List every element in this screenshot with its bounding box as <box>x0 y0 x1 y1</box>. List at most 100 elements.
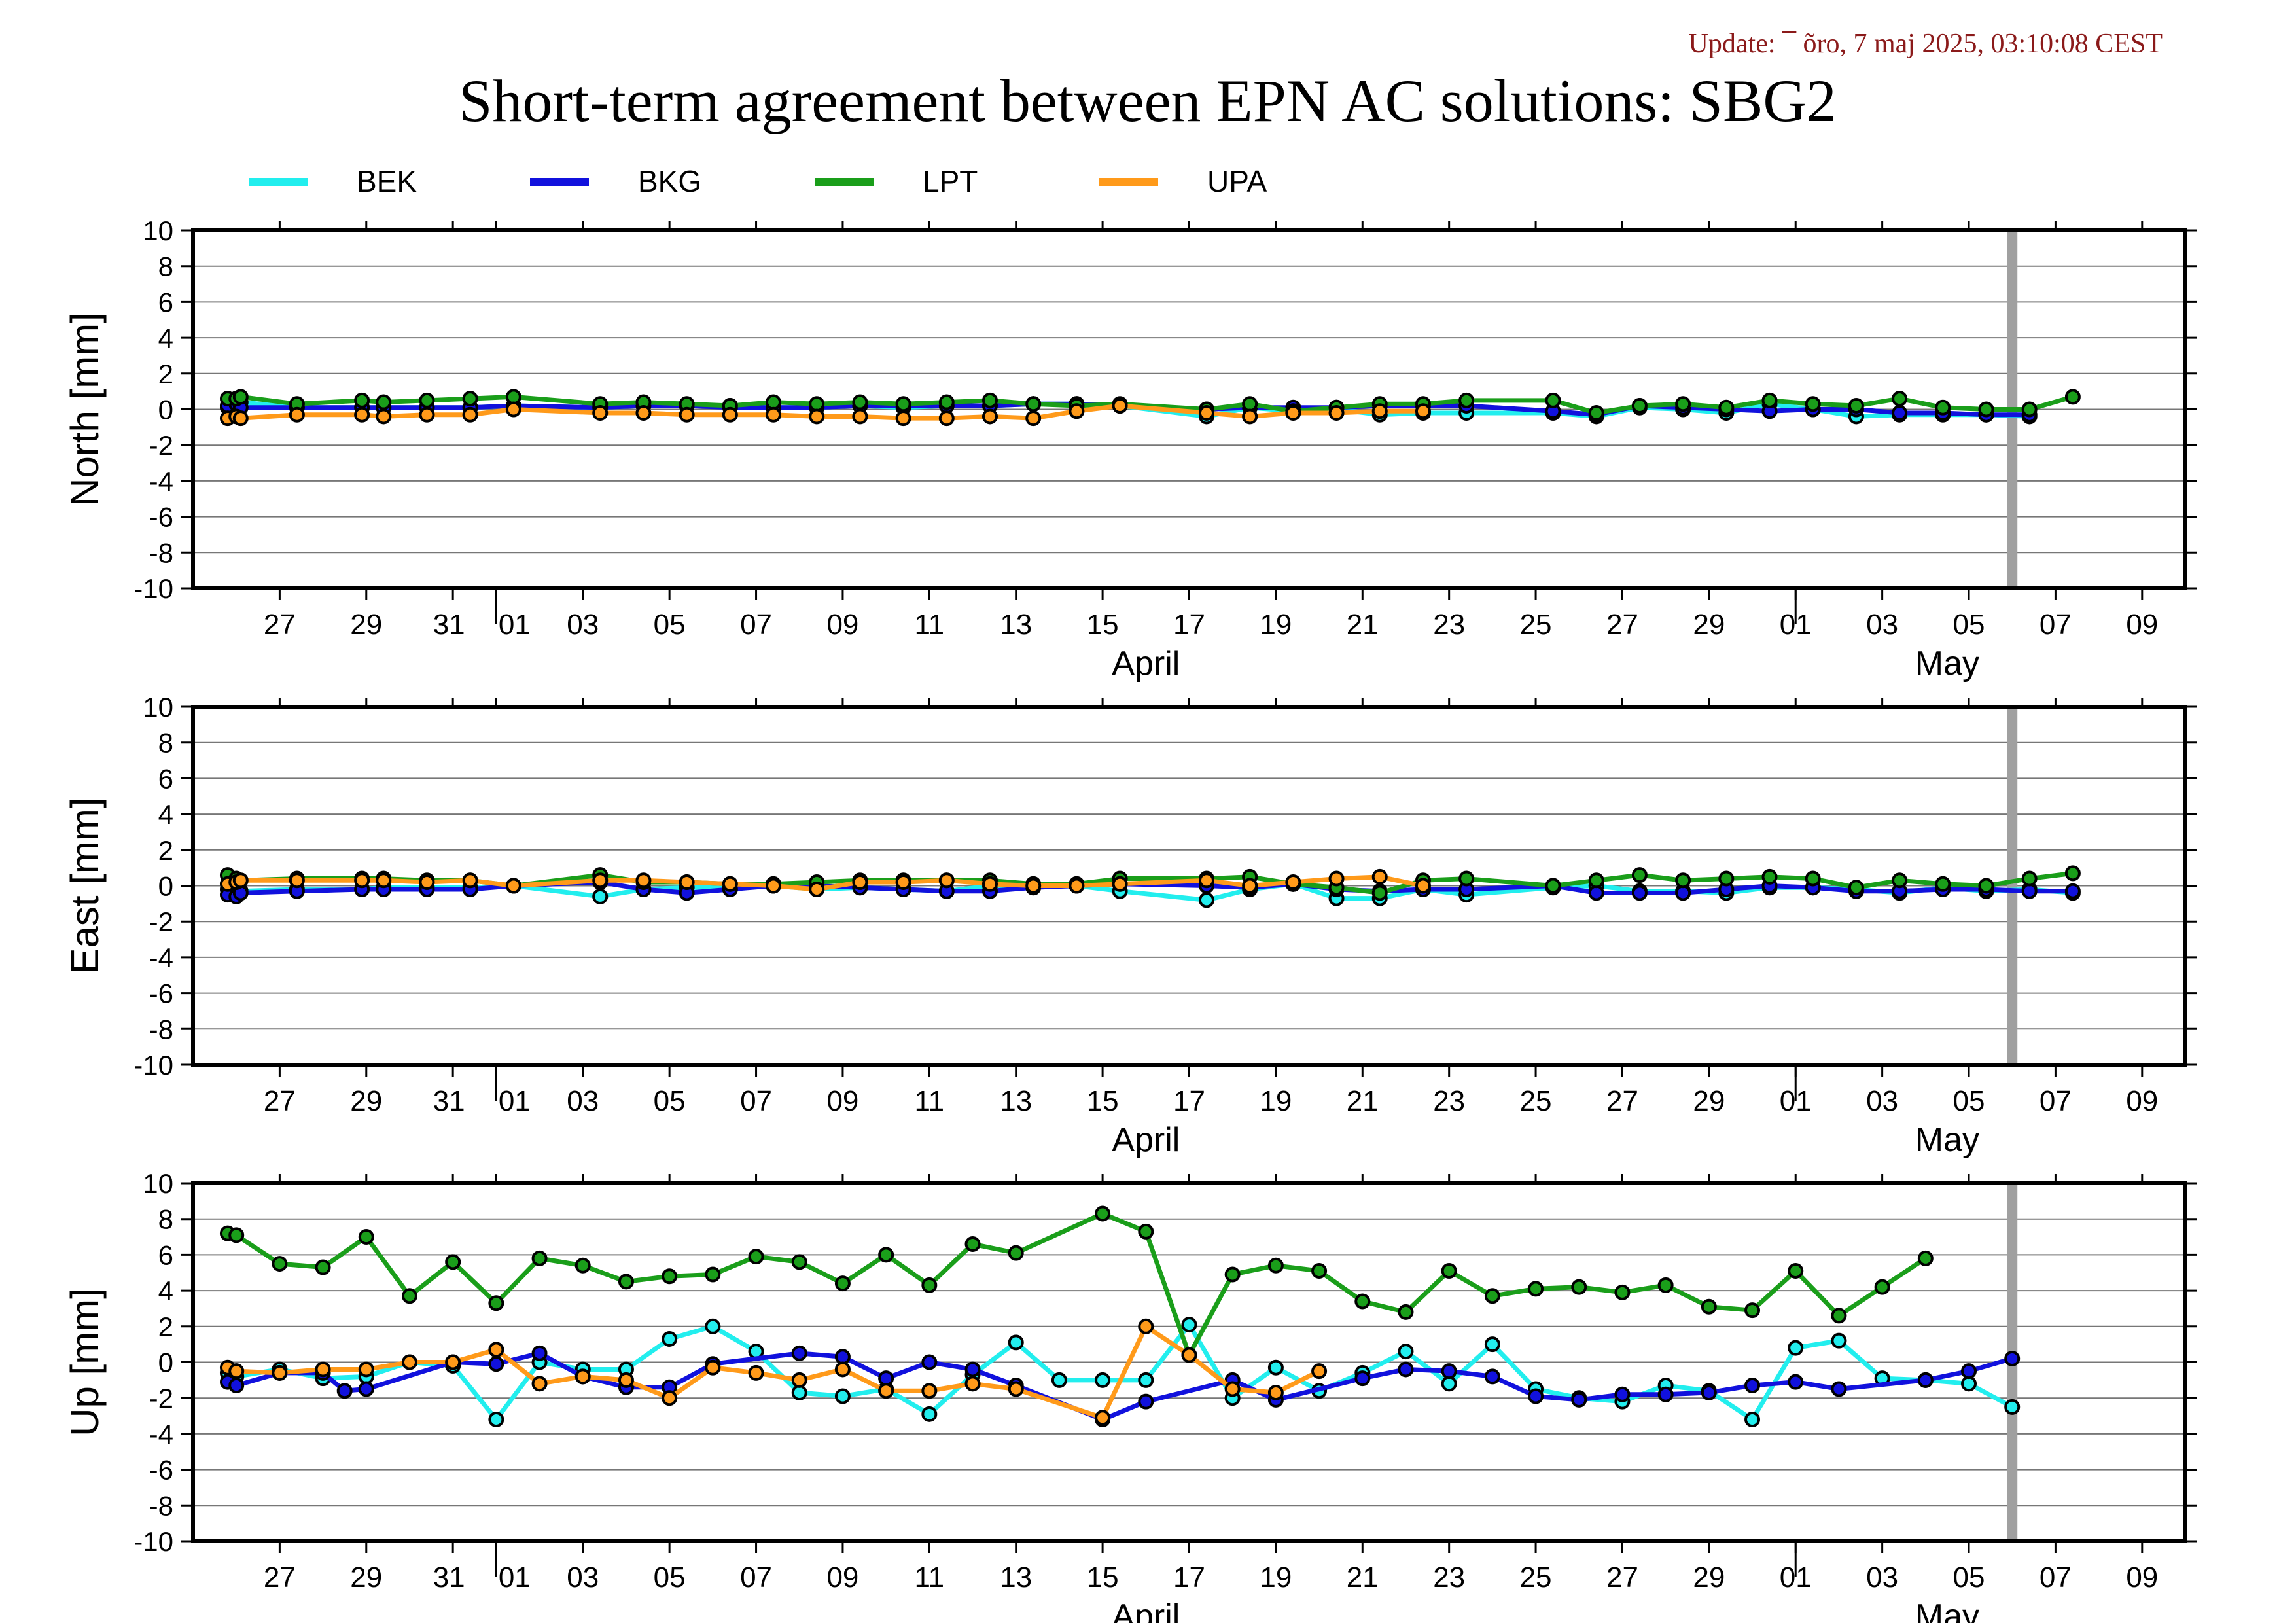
data-point <box>1441 1376 1457 1392</box>
data-point <box>1545 392 1561 408</box>
x-tick-label: 25 <box>1520 609 1552 641</box>
x-tick-label: 29 <box>350 1561 382 1594</box>
data-point <box>1701 1298 1717 1315</box>
data-point <box>272 1364 288 1381</box>
data-point <box>878 1370 894 1387</box>
data-point <box>401 1288 417 1304</box>
data-point <box>2004 1351 2021 1367</box>
data-point <box>315 1361 331 1378</box>
series-upa <box>219 868 1431 897</box>
y-axis-label: East [mm] <box>63 797 107 974</box>
data-point <box>1744 1412 1761 1428</box>
series-upa <box>219 398 1431 427</box>
data-point <box>505 389 521 405</box>
series-line-lpt <box>227 1211 1927 1358</box>
data-point <box>1892 404 1908 421</box>
data-point <box>315 1259 331 1275</box>
data-point <box>618 1372 634 1388</box>
data-point <box>964 1236 981 1252</box>
y-tick-label: 10 <box>143 1168 173 1199</box>
x-tick-label: 31 <box>433 1085 465 1117</box>
series-line-upa <box>227 403 1423 421</box>
month-label-april: April <box>1112 1597 1180 1623</box>
y-tick-label: -6 <box>149 502 173 533</box>
data-point <box>1744 1302 1761 1319</box>
data-point <box>488 1295 504 1311</box>
data-point <box>1398 1304 1414 1320</box>
x-tick-label: 05 <box>654 609 686 641</box>
data-point <box>1718 399 1735 416</box>
y-tick-label: 0 <box>158 1347 173 1378</box>
data-point <box>1285 874 1301 891</box>
data-point <box>895 874 911 891</box>
data-point <box>2064 389 2081 405</box>
data-point <box>1008 1334 1024 1351</box>
data-point <box>679 874 695 891</box>
data-point <box>1571 1391 1587 1408</box>
panel-up: 10 8 6 4 2 0 -2 -4 -6 -8 -10 Up [mm] 27 29 31 01 03 05 07 0… <box>63 1168 2197 1623</box>
data-point <box>809 881 825 897</box>
panel-east: 10 8 6 4 2 0 -2 -4 -6 -8 -10 East [mm] 27 29 31 01 03 05 0… <box>63 692 2197 1159</box>
data-point <box>1675 885 1691 901</box>
data-point <box>1181 1347 1197 1363</box>
data-point <box>852 394 868 410</box>
y-tick-label: 6 <box>158 287 173 317</box>
data-point <box>419 392 435 408</box>
y-tick-label: 6 <box>158 763 173 794</box>
data-point <box>1744 1378 1761 1394</box>
data-point <box>1242 878 1258 894</box>
x-tick-label: 15 <box>1087 1085 1119 1117</box>
y-tick-label: -10 <box>133 1050 173 1080</box>
data-point <box>895 410 911 427</box>
data-point <box>834 1275 851 1292</box>
data-point <box>401 1354 417 1370</box>
data-point <box>2064 883 2081 899</box>
data-point <box>1398 1344 1414 1360</box>
data-point <box>592 872 609 889</box>
data-point <box>722 406 738 423</box>
data-point <box>1657 1277 1674 1293</box>
data-point <box>531 1376 548 1392</box>
data-point <box>1788 1374 1804 1390</box>
series-lpt <box>219 1205 1934 1363</box>
x-tick-label: 23 <box>1433 1085 1465 1117</box>
data-point <box>1138 1318 1154 1334</box>
data-point <box>662 1330 678 1347</box>
data-point <box>1631 398 1648 414</box>
data-point <box>1978 878 1994 894</box>
data-point <box>938 410 955 427</box>
y-tick-label: -2 <box>149 906 173 937</box>
data-point <box>1181 1317 1197 1333</box>
today-marker <box>2007 707 2018 1065</box>
x-tick-label: 07 <box>740 1561 772 1594</box>
data-point <box>921 1406 938 1422</box>
x-tick-label: 01 <box>499 1085 531 1117</box>
y-tick-label: -6 <box>149 978 173 1009</box>
x-tick-label: 13 <box>1000 609 1032 641</box>
data-point <box>1805 396 1821 412</box>
data-point <box>462 872 478 889</box>
data-point <box>1675 396 1691 412</box>
data-point <box>1831 1381 1847 1397</box>
y-tick-label: 6 <box>158 1240 173 1270</box>
data-point <box>1008 1381 1024 1397</box>
x-tick-label: 07 <box>740 609 772 641</box>
data-point <box>938 394 955 410</box>
x-tick-label: 09 <box>2126 1561 2158 1594</box>
data-point <box>354 872 370 889</box>
data-point <box>2004 1399 2021 1415</box>
series-upa <box>219 1318 1328 1426</box>
data-point <box>1484 1368 1500 1385</box>
panels: 10 8 6 4 2 0 -2 -4 -6 -8 -10 North [mm] 27 29 31 01 03 05… <box>63 215 2197 1623</box>
data-point <box>488 1356 504 1372</box>
data-point <box>354 392 370 408</box>
data-point <box>1285 404 1301 421</box>
data-point <box>1441 1363 1457 1380</box>
y-tick-label: -4 <box>149 1419 173 1450</box>
data-point <box>791 1384 807 1400</box>
data-point <box>834 1349 851 1365</box>
data-point <box>1614 1284 1631 1300</box>
data-point <box>1788 1263 1804 1279</box>
data-point <box>834 1361 851 1378</box>
